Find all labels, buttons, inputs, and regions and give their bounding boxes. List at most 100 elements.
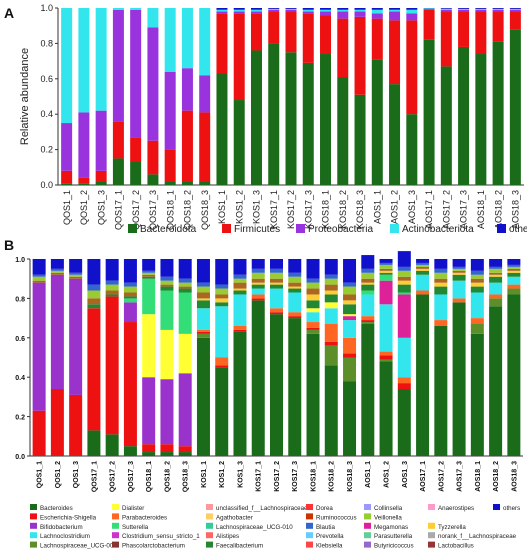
x-tick-label: KOS1_2: [234, 190, 244, 224]
bar-segment: [270, 288, 283, 309]
bar-segment: [434, 294, 448, 321]
bar-segment: [343, 286, 357, 295]
bar-segment: [361, 268, 375, 273]
bar-segment: [251, 300, 265, 456]
bar-segment: [78, 112, 90, 178]
bar-segment: [306, 300, 320, 309]
legend-item: Agathobacter: [206, 513, 253, 521]
bar-segment: [87, 259, 101, 285]
legend-swatch: [364, 504, 371, 510]
bar-segment: [250, 9, 262, 12]
x-tick-label: AOS17_2: [438, 461, 445, 492]
bar-stack: [507, 259, 521, 456]
bar-segment: [406, 13, 418, 21]
x-tick-label: QOS18_1: [146, 461, 153, 492]
bar-segment: [270, 312, 283, 315]
bar-segment: [50, 389, 64, 456]
bar-segment: [470, 259, 484, 271]
bar-stack: [452, 259, 466, 456]
bar-segment: [178, 278, 192, 283]
legend-swatch: [112, 513, 119, 520]
legend-item: unclassified_f__Lachnospiraceae: [206, 504, 308, 512]
legend-label: Megamonas: [374, 524, 408, 531]
x-tick-label: AOS17_1: [424, 190, 434, 229]
bar-stack: [406, 8, 418, 185]
bar-segment: [324, 324, 338, 342]
bar-segment: [397, 251, 411, 267]
bar-segment: [507, 259, 521, 265]
bar-segment: [343, 381, 357, 456]
bar-segment: [178, 446, 192, 453]
x-tick-label: QOS1_3: [73, 461, 80, 488]
bar-segment: [470, 333, 484, 456]
legend-item: Clostridium_sensu_stricto_1: [112, 532, 200, 540]
legend-swatch: [206, 522, 213, 529]
bar-segment: [233, 325, 247, 330]
bar-segment: [105, 294, 119, 297]
x-tick-label: QOS18_3: [200, 190, 210, 230]
bar-segment: [69, 272, 83, 275]
bar-stack: [337, 8, 349, 185]
bar-segment: [440, 66, 452, 185]
bar-segment: [452, 259, 466, 267]
bar-segment: [458, 8, 470, 10]
bar-segment: [361, 316, 375, 321]
bar-segment: [475, 54, 487, 185]
bar-segment: [475, 8, 487, 9]
x-tick-label: KOS17_1: [269, 190, 279, 229]
bar-stack: [61, 8, 73, 185]
chart-b: 0.0 0.2 0.4 0.6 0.8 1.0 Relative abundance QOS1…: [0, 251, 523, 550]
bar-segment: [452, 280, 466, 299]
bar-segment: [196, 308, 210, 330]
bar-segment: [354, 16, 366, 95]
bar-segment: [389, 8, 401, 10]
bar-segment: [324, 308, 338, 325]
bar-segment: [160, 452, 174, 456]
legend-label: Actinobacteriota: [402, 224, 474, 235]
x-tick-label: QOS17_1: [91, 461, 98, 492]
bar-segment: [492, 11, 504, 42]
bar-segment: [320, 9, 332, 12]
legend-swatch: [206, 513, 213, 520]
bar-segment: [87, 430, 101, 456]
bar-segment: [452, 298, 466, 303]
bar-segment: [324, 278, 338, 285]
bar-segment: [343, 320, 357, 338]
bar-segment: [423, 39, 435, 185]
legend-item: Dialister: [112, 504, 144, 512]
bar-segment: [268, 8, 280, 10]
bar-segment: [87, 284, 101, 291]
legend-item: Veillonella: [364, 513, 402, 521]
bar-segment: [142, 444, 156, 453]
bar-segment: [302, 8, 314, 10]
bar-segment: [507, 294, 521, 456]
y-tick-label: 0.4: [15, 375, 25, 382]
bar-segment: [196, 329, 210, 332]
panel-letter-b: B: [4, 237, 14, 253]
legend-label: Dorea: [316, 505, 333, 512]
bar-segment: [354, 9, 366, 12]
x-tick-label: KOS17_1: [256, 461, 263, 492]
legend-swatch: [364, 541, 371, 548]
bar-segment: [50, 270, 64, 273]
bar-segment: [306, 327, 320, 330]
bar-segment: [181, 181, 193, 185]
bar-stack: [199, 8, 211, 185]
bar-segment: [416, 270, 430, 275]
legend-item: Firmicutes: [222, 224, 280, 235]
bar-segment: [130, 9, 142, 138]
legend-swatch: [112, 522, 119, 529]
bar-segment: [423, 8, 435, 10]
bar-segment: [509, 29, 521, 185]
bar-stack: [216, 8, 228, 185]
x-tick-label: KOS18_3: [347, 461, 354, 492]
bar-segment: [470, 324, 484, 334]
bar-stack: [270, 259, 283, 456]
bar-segment: [507, 276, 521, 285]
bar-segment: [379, 355, 393, 360]
bar-segment: [440, 9, 452, 12]
legend-swatch: [428, 532, 435, 539]
bar-segment: [343, 316, 357, 321]
legend-item: Faecalibacterium: [206, 541, 263, 550]
bar-stack: [142, 259, 156, 456]
